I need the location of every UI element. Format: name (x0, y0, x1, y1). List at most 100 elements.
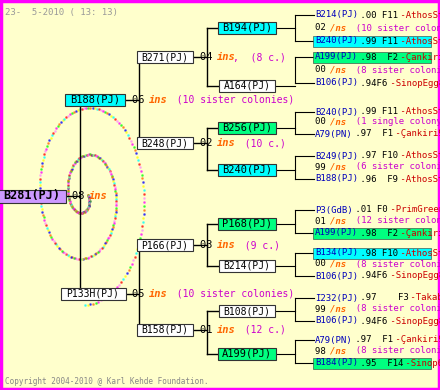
Text: B248(PJ): B248(PJ) (142, 138, 188, 148)
Bar (218, 122, 276, 134)
Text: (8 sister colonies): (8 sister colonies) (345, 346, 440, 356)
Text: B240(PJ): B240(PJ) (315, 108, 358, 117)
Bar (137, 239, 193, 251)
Bar (313, 36, 431, 47)
Text: .97  F1: .97 F1 (350, 129, 393, 138)
Text: B281(PJ): B281(PJ) (4, 190, 60, 202)
Text: -AthosSt80R: -AthosSt80R (395, 37, 440, 46)
Text: B240(PJ): B240(PJ) (315, 37, 358, 46)
Text: /ns: /ns (330, 259, 346, 268)
Text: B106(PJ): B106(PJ) (315, 78, 358, 87)
Text: P3(GdB): P3(GdB) (315, 206, 352, 214)
Text: ins: ins (88, 191, 107, 201)
Text: 23-  5-2010 ( 13: 13): 23- 5-2010 ( 13: 13) (5, 8, 118, 17)
Bar (313, 52, 431, 63)
Bar (313, 248, 431, 259)
Text: 02: 02 (315, 23, 331, 32)
Text: ins: ins (216, 325, 235, 335)
Text: B214(PJ): B214(PJ) (315, 11, 358, 20)
Text: ,  (8 c.): , (8 c.) (233, 52, 286, 62)
Text: -AthosSt80R: -AthosSt80R (395, 108, 440, 117)
Text: -AthosSt80R: -AthosSt80R (395, 248, 440, 257)
Text: .99 F11: .99 F11 (355, 37, 398, 46)
Text: I232(PJ): I232(PJ) (315, 294, 358, 303)
Text: B188(PJ): B188(PJ) (315, 174, 358, 184)
Text: .00 F11: .00 F11 (355, 11, 398, 20)
Text: /ns: /ns (330, 117, 346, 126)
Text: -Takab93R: -Takab93R (405, 294, 440, 303)
Text: B106(PJ): B106(PJ) (315, 317, 358, 326)
Text: 00: 00 (315, 259, 331, 268)
Text: 05: 05 (132, 289, 151, 299)
Text: B194(PJ): B194(PJ) (222, 23, 272, 33)
Bar (219, 260, 275, 272)
Text: ins: ins (148, 289, 167, 299)
Text: .97  F1: .97 F1 (350, 335, 393, 344)
Text: /ns: /ns (330, 163, 346, 172)
Text: 01: 01 (315, 216, 331, 225)
Bar (218, 218, 276, 230)
Bar (218, 348, 276, 360)
Bar (61, 288, 126, 300)
Text: -PrimGreen00: -PrimGreen00 (385, 206, 440, 214)
Text: .98  F2: .98 F2 (355, 53, 398, 62)
Text: .98 F10: .98 F10 (355, 248, 398, 257)
Bar (219, 80, 275, 92)
Text: -SinopEgg86R: -SinopEgg86R (385, 78, 440, 87)
Bar (313, 228, 431, 239)
Text: (12 sister colonies): (12 sister colonies) (345, 216, 440, 225)
Text: /ns: /ns (330, 216, 346, 225)
Text: (12 c.): (12 c.) (233, 325, 286, 335)
Text: ins: ins (216, 138, 235, 148)
Text: /ns: /ns (330, 346, 346, 356)
Text: P168(PJ): P168(PJ) (222, 219, 272, 229)
Text: -Çankiri97R: -Çankiri97R (395, 229, 440, 238)
Text: (8 sister colonies): (8 sister colonies) (345, 259, 440, 268)
Bar (137, 324, 193, 336)
Text: B108(PJ): B108(PJ) (224, 306, 271, 316)
Text: (6 sister colonies): (6 sister colonies) (345, 163, 440, 172)
Text: (10 sister colonies): (10 sister colonies) (165, 95, 294, 105)
Text: A199(PJ): A199(PJ) (222, 349, 272, 359)
Text: .94F6: .94F6 (355, 78, 387, 87)
Text: .94F6: .94F6 (355, 317, 387, 326)
Text: (10 sister colonies): (10 sister colonies) (345, 23, 440, 32)
Text: -Çankiri97R: -Çankiri97R (390, 129, 440, 138)
Text: -SinopEgg86R: -SinopEgg86R (385, 317, 440, 326)
Text: P166(PJ): P166(PJ) (142, 240, 188, 250)
Text: /ns: /ns (330, 23, 346, 32)
Text: B134(PJ): B134(PJ) (315, 248, 358, 257)
Text: A199(PJ): A199(PJ) (315, 53, 358, 62)
Text: -SinopEgg86R: -SinopEgg86R (385, 271, 440, 280)
Text: .96  F9: .96 F9 (355, 174, 398, 184)
Text: B271(PJ): B271(PJ) (142, 52, 188, 62)
Text: 99: 99 (315, 305, 331, 314)
Text: ins: ins (216, 240, 235, 250)
Text: 00: 00 (315, 117, 331, 126)
Text: B106(PJ): B106(PJ) (315, 271, 358, 280)
Text: 08: 08 (72, 191, 91, 201)
Text: .94F6: .94F6 (355, 271, 387, 280)
Text: /ns: /ns (330, 305, 346, 314)
Text: 03: 03 (200, 240, 219, 250)
Text: A79(PN): A79(PN) (315, 129, 352, 138)
Text: .95  F14: .95 F14 (355, 358, 403, 367)
Text: .01 F0: .01 F0 (350, 206, 388, 214)
Text: B240(PJ): B240(PJ) (222, 165, 272, 175)
Bar (219, 305, 275, 317)
Bar (0, 190, 66, 203)
Text: A79(PN): A79(PN) (315, 335, 352, 344)
Text: (10 sister colonies): (10 sister colonies) (165, 289, 294, 299)
Text: .97 F10: .97 F10 (355, 151, 398, 161)
Text: -Çankiri97R: -Çankiri97R (390, 335, 440, 344)
Text: 01: 01 (200, 325, 219, 335)
Text: ins: ins (216, 52, 235, 62)
Text: (8 sister colonies): (8 sister colonies) (345, 66, 440, 74)
Bar (218, 22, 276, 34)
Text: -Çankiri97R: -Çankiri97R (395, 53, 440, 62)
Text: -AthosSt80R: -AthosSt80R (395, 151, 440, 161)
Text: B214(PJ): B214(PJ) (224, 261, 271, 271)
Text: /ns: /ns (330, 66, 346, 74)
Text: (1 single colony): (1 single colony) (345, 117, 440, 126)
Text: 06: 06 (132, 95, 151, 105)
